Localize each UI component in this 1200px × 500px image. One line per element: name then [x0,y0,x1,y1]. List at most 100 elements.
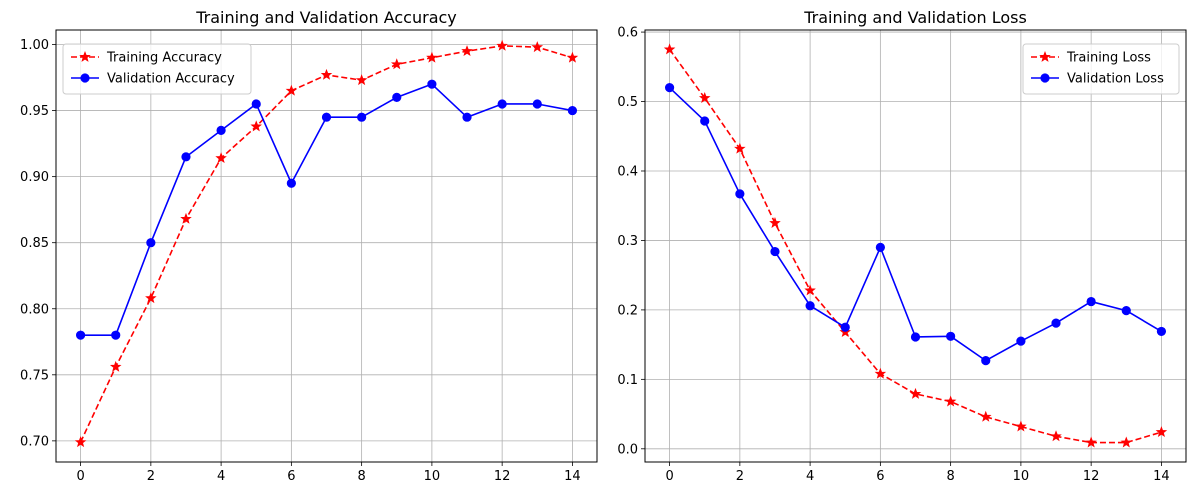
y-tick-label: 1.00 [20,38,49,53]
accuracy-chart: 0 2 4 6 8 10 12 14 0.70 0.75 0.80 0.85 0.90 0.95 1.00 T… [20,8,598,484]
x-tick-label: 12 [1083,469,1100,484]
data-point-training-accuracy [461,45,473,57]
data-point-training-loss [1085,436,1097,448]
data-point-validation-loss [1156,326,1167,337]
data-point-validation-accuracy [462,112,472,122]
loss-chart: 0 2 4 6 8 10 12 14 0.0 0.1 0.2 0.3 0.4 0.5 0.6 Training… [617,8,1187,484]
y-tick-label: 0.80 [20,302,49,317]
axes-frame [55,29,598,463]
legend-marker [1040,73,1050,83]
legend-box [1022,43,1180,95]
series-line-training-loss [668,48,1162,444]
data-point-validation-accuracy [111,330,121,340]
y-tick-label: 0.85 [20,236,49,251]
data-point-training-accuracy [145,292,157,304]
data-point-validation-accuracy [251,99,261,109]
data-point-validation-accuracy [392,92,402,102]
y-tick-label: 0.6 [617,26,638,41]
data-point-training-accuracy [74,436,87,448]
y-tick-label: 0.1 [617,373,638,388]
data-point-training-accuracy [250,120,262,132]
x-tick-label: 14 [564,469,581,484]
data-point-validation-loss [735,189,745,199]
data-point-training-accuracy [426,51,438,63]
data-point-training-loss [698,92,711,103]
chart-title: Training and Validation Loss [803,8,1027,27]
x-tick-label: 2 [147,469,155,484]
x-tick-label: 4 [217,469,225,484]
data-point-training-loss [909,387,922,399]
data-point-validation-accuracy [75,330,86,340]
x-tick-label: 8 [357,469,365,484]
data-point-training-loss [663,43,676,55]
legend-label: Validation Accuracy [107,72,235,87]
data-point-validation-accuracy [181,152,191,162]
y-tick-label: 0.95 [20,104,49,119]
legend-marker [79,50,91,62]
x-tick-label: 12 [494,469,511,484]
data-point-training-loss [1155,426,1168,438]
data-point-training-accuracy [531,41,544,53]
data-point-validation-loss [840,322,850,332]
data-point-training-accuracy [320,68,333,80]
x-tick-label: 8 [946,469,954,484]
x-tick-label: 0 [665,469,673,484]
x-tick-label: 10 [424,469,441,484]
data-point-training-loss [1015,420,1027,432]
data-point-validation-accuracy [532,99,542,109]
data-point-training-accuracy [215,152,227,164]
data-point-training-loss [734,142,746,154]
x-tick-label: 6 [876,469,884,484]
y-tick-label: 0.0 [617,442,638,457]
data-point-training-accuracy [285,84,298,96]
data-point-validation-loss [910,332,921,342]
chart-title: Training and Validation Accuracy [195,8,457,27]
data-point-validation-loss [700,116,710,126]
data-point-validation-accuracy [427,79,437,89]
axes-frame [644,29,1187,463]
data-point-validation-loss [1051,318,1061,328]
y-tick-label: 0.3 [617,234,638,249]
data-point-training-loss [769,217,781,228]
y-tick-label: 0.70 [20,434,49,449]
data-point-training-accuracy [566,51,579,63]
data-point-validation-accuracy [321,112,332,122]
x-tick-label: 2 [736,469,744,484]
data-point-validation-loss [981,355,991,366]
data-point-validation-accuracy [357,112,367,122]
legend-marker [80,73,90,83]
data-point-training-loss [980,410,992,422]
x-tick-label: 10 [1013,469,1030,484]
data-point-validation-accuracy [286,178,296,188]
data-point-validation-accuracy [146,238,156,248]
data-point-training-loss [804,284,816,296]
data-point-training-loss [1120,436,1133,448]
data-point-validation-loss [1016,336,1026,346]
data-point-training-loss [874,367,887,379]
x-tick-label: 14 [1153,469,1170,484]
data-point-validation-accuracy [216,125,226,136]
y-tick-label: 0.75 [20,368,49,383]
data-point-training-accuracy [391,58,403,70]
legend-label: Training Accuracy [106,51,222,66]
y-tick-label: 0.5 [617,95,638,110]
data-point-training-accuracy [109,360,122,372]
legend-label: Training Loss [1066,51,1151,66]
data-point-validation-loss [946,331,956,341]
data-point-validation-loss [1121,305,1131,316]
legend-marker [1039,50,1051,62]
data-point-training-loss [1050,430,1062,442]
x-tick-label: 4 [806,469,814,484]
data-point-validation-loss [875,242,885,252]
y-tick-label: 0.4 [617,164,638,179]
x-tick-label: 6 [287,469,295,484]
legend-box [62,43,252,95]
legend: Training Accuracy Validation Accuracy [62,43,252,95]
data-point-training-accuracy [496,39,508,51]
legend: Training Loss Validation Loss [1022,43,1180,95]
y-tick-label: 0.2 [617,303,638,318]
data-point-validation-accuracy [567,105,578,116]
legend-label: Validation Loss [1067,72,1164,87]
y-tick-label: 0.90 [20,170,49,185]
